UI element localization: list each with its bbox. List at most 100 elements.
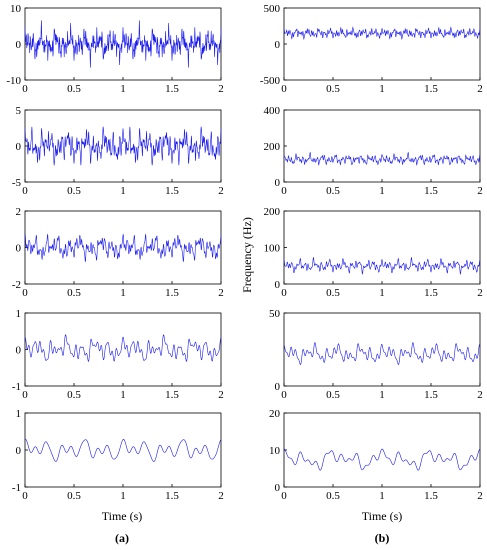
panel-frame xyxy=(283,412,481,488)
x-axis-label-b: Time (s) xyxy=(362,509,403,523)
x-tick-label: 1 xyxy=(120,83,126,95)
x-tick-label: 1.5 xyxy=(165,185,179,197)
panel-a-3: 0 0.5 1 1.5 220-2 xyxy=(12,206,224,299)
x-tick-label: 1 xyxy=(120,185,126,197)
panel-b-3: 0 0.5 1 1.5 2 200 100 0 xyxy=(264,206,483,299)
x-tick-label: 0 xyxy=(22,287,28,299)
y-tick-label: 50 xyxy=(269,308,281,320)
panel-frame xyxy=(24,312,222,387)
y-tick-label: 5 xyxy=(16,105,22,117)
x-tick-label: 2 xyxy=(477,490,483,502)
x-tick-label: 1.5 xyxy=(424,287,438,299)
x-tick-label: 0 xyxy=(281,389,287,401)
x-tick-label: 0 xyxy=(22,83,28,95)
x-tick-label: 1.5 xyxy=(424,185,438,197)
panel-a-2: 0 0.5 1 1.5 250-5 xyxy=(12,105,224,197)
panel-frame xyxy=(24,412,222,488)
y-tick-label: 10 xyxy=(269,445,281,457)
x-tick-label: 0 xyxy=(281,185,287,197)
panel-a-5: 0 0.5 1 1.5 210-1 xyxy=(12,408,224,502)
y-tick-label: -1 xyxy=(12,381,21,393)
x-tick-label: 1 xyxy=(120,287,126,299)
y-tick-label: 1 xyxy=(16,408,22,420)
y-tick-label: 20 xyxy=(269,408,281,420)
panel-b-2: 0 0.5 1 1.5 2 400 200 0 xyxy=(264,105,483,197)
x-tick-label: 1.5 xyxy=(165,490,179,502)
panel-frame xyxy=(283,109,481,183)
y-tick-label: 0 xyxy=(275,177,281,189)
signal-line xyxy=(283,256,481,275)
signal-line xyxy=(24,233,222,263)
y-tick-label: 0 xyxy=(16,141,22,153)
x-tick-label: 1.5 xyxy=(424,83,438,95)
x-tick-label: 2 xyxy=(218,185,224,197)
y-tick-label: 2 xyxy=(16,206,22,218)
y-tick-label: 1 xyxy=(16,308,22,320)
x-tick-label: 0.5 xyxy=(67,490,81,502)
x-tick-label: 0.5 xyxy=(67,83,81,95)
x-tick-label: 1.5 xyxy=(165,287,179,299)
y-tick-label: 400 xyxy=(264,105,281,117)
x-tick-label: 2 xyxy=(477,389,483,401)
x-tick-label: 2 xyxy=(218,287,224,299)
x-tick-label: 1 xyxy=(379,389,385,401)
panel-frame xyxy=(283,210,481,285)
x-tick-label: 2 xyxy=(477,83,483,95)
subfigure-label-b: (b) xyxy=(375,531,390,545)
x-tick-label: 0 xyxy=(22,490,28,502)
signal-line xyxy=(24,334,222,362)
x-tick-label: 0.5 xyxy=(67,287,81,299)
x-tick-label: 0.5 xyxy=(67,185,81,197)
x-tick-label: 2 xyxy=(218,83,224,95)
subfigure-label-a: (a) xyxy=(115,531,129,545)
signal-line xyxy=(24,20,222,68)
y-tick-label: 0 xyxy=(275,381,281,393)
x-tick-label: 1.5 xyxy=(424,490,438,502)
x-tick-label: 0.5 xyxy=(67,389,81,401)
y-tick-label: 0 xyxy=(16,39,22,51)
y-axis-label-b: Frequency (Hz) xyxy=(240,217,254,293)
signal-line xyxy=(283,448,481,471)
x-tick-label: 2 xyxy=(477,185,483,197)
panel-b-4: 0 0.5 1 1.5 2 50 0 xyxy=(269,308,483,401)
y-tick-label: 0 xyxy=(275,279,281,291)
x-tick-label: 1.5 xyxy=(165,83,179,95)
x-tick-label: 0 xyxy=(22,389,28,401)
x-tick-label: 0.5 xyxy=(326,83,340,95)
x-tick-label: 2 xyxy=(218,389,224,401)
y-tick-label: 10 xyxy=(10,3,22,15)
x-tick-label: 1 xyxy=(379,185,385,197)
x-tick-label: 1 xyxy=(120,490,126,502)
signal-line xyxy=(283,151,481,166)
panel-frame xyxy=(283,7,481,81)
y-tick-label: 500 xyxy=(264,3,281,15)
x-tick-label: 0.5 xyxy=(326,287,340,299)
x-tick-label: 0 xyxy=(281,83,287,95)
y-tick-label: 100 xyxy=(264,243,281,255)
y-tick-label: -10 xyxy=(6,75,21,87)
y-tick-label: 0 xyxy=(275,39,281,51)
y-tick-label: 0 xyxy=(16,345,22,357)
x-axis-label-a: Time (s) xyxy=(102,509,143,523)
x-tick-label: 2 xyxy=(218,490,224,502)
x-tick-label: 0 xyxy=(22,185,28,197)
x-tick-label: 1.5 xyxy=(165,389,179,401)
x-tick-label: 1 xyxy=(120,389,126,401)
y-tick-label: 200 xyxy=(264,141,281,153)
panel-a-4: 0 0.5 1 1.5 210-1 xyxy=(12,308,224,401)
x-tick-label: 1.5 xyxy=(424,389,438,401)
signal-line xyxy=(283,342,481,365)
panel-b-5: 0 0.5 1 1.5 2 20 10 0 xyxy=(269,408,483,502)
y-tick-label: 0 xyxy=(275,482,281,494)
x-tick-label: 0.5 xyxy=(326,185,340,197)
y-tick-label: -1 xyxy=(12,482,21,494)
x-tick-label: 0 xyxy=(281,490,287,502)
y-tick-label: 200 xyxy=(264,206,281,218)
signal-line xyxy=(24,439,222,462)
y-tick-label: 0 xyxy=(16,243,22,255)
x-tick-label: 0.5 xyxy=(326,389,340,401)
